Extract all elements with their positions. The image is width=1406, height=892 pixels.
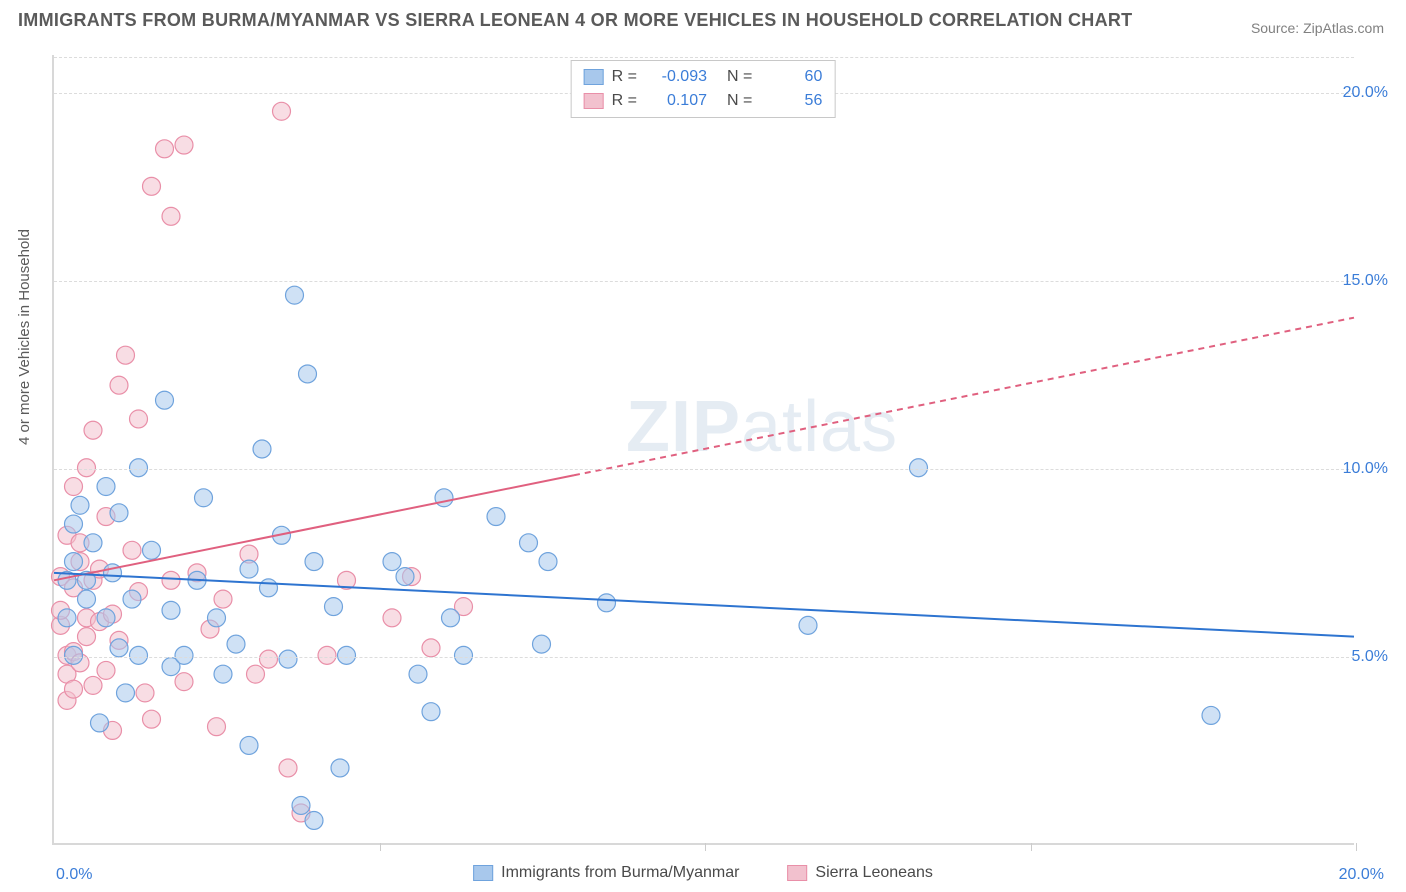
y-tick-label: 15.0% bbox=[1343, 272, 1388, 290]
y-axis-label: 4 or more Vehicles in Household bbox=[16, 229, 33, 445]
legend-row-blue: R = -0.093 N = 60 bbox=[584, 65, 823, 89]
y-tick-label: 20.0% bbox=[1343, 84, 1388, 102]
swatch-blue-icon bbox=[473, 865, 493, 881]
chart-title: IMMIGRANTS FROM BURMA/MYANMAR VS SIERRA … bbox=[18, 10, 1132, 31]
swatch-pink-icon bbox=[787, 865, 807, 881]
series-legend: Immigrants from Burma/Myanmar Sierra Leo… bbox=[473, 864, 933, 882]
correlation-legend: R = -0.093 N = 60 R = 0.107 N = 56 bbox=[571, 60, 836, 118]
r-value-pink: 0.107 bbox=[651, 92, 707, 110]
n-value-blue: 60 bbox=[766, 68, 822, 86]
scatter-svg bbox=[54, 55, 1354, 843]
x-tick-0: 0.0% bbox=[56, 866, 92, 884]
n-value-pink: 56 bbox=[766, 92, 822, 110]
y-tick-label: 5.0% bbox=[1352, 648, 1388, 666]
legend-item-pink: Sierra Leoneans bbox=[787, 864, 932, 882]
x-tick-20: 20.0% bbox=[1339, 866, 1384, 884]
source-attribution: Source: ZipAtlas.com bbox=[1251, 20, 1384, 36]
legend-label-pink: Sierra Leoneans bbox=[815, 864, 932, 882]
legend-item-blue: Immigrants from Burma/Myanmar bbox=[473, 864, 739, 882]
swatch-blue bbox=[584, 69, 604, 85]
r-value-blue: -0.093 bbox=[651, 68, 707, 86]
swatch-pink bbox=[584, 93, 604, 109]
y-tick-label: 10.0% bbox=[1343, 460, 1388, 478]
legend-label-blue: Immigrants from Burma/Myanmar bbox=[501, 864, 739, 882]
legend-row-pink: R = 0.107 N = 56 bbox=[584, 89, 823, 113]
plot-area: ZIPatlas bbox=[52, 55, 1354, 845]
